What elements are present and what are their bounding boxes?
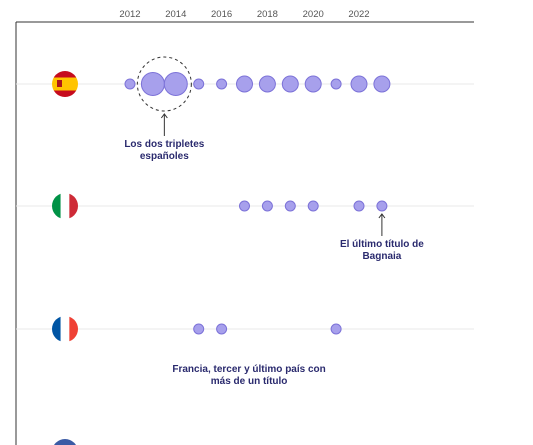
- data-point-spain-2014: [164, 73, 187, 96]
- data-point-spain-2023: [374, 76, 390, 92]
- data-point-spain-2022: [351, 76, 367, 92]
- annotation-text-france: más de un título: [211, 376, 288, 387]
- data-point-spain-2013: [141, 73, 164, 96]
- data-point-italy-2017: [240, 201, 250, 211]
- x-tick-label-2020: 2020: [303, 9, 324, 20]
- data-point-italy-2023: [377, 201, 387, 211]
- data-point-spain-2021: [331, 79, 341, 89]
- data-point-spain-2020: [305, 76, 321, 92]
- x-tick-label-2012: 2012: [119, 9, 140, 20]
- data-point-spain-2012: [125, 79, 135, 89]
- flag-partial-icon: [52, 439, 78, 445]
- data-point-italy-2019: [285, 201, 295, 211]
- data-point-spain-2017: [237, 76, 253, 92]
- data-point-france-2016: [217, 324, 227, 334]
- x-tick-label-2018: 2018: [257, 9, 278, 20]
- annotation-text-italy: El último título de: [340, 239, 424, 250]
- annotation-text-spain: españoles: [140, 151, 189, 162]
- annotation-text-italy: Bagnaia: [362, 251, 401, 262]
- x-tick-label-2022: 2022: [348, 9, 369, 20]
- data-point-spain-2018: [259, 76, 275, 92]
- flag-france-icon: [52, 316, 79, 342]
- data-point-france-2021: [331, 324, 341, 334]
- data-point-france-2015: [194, 324, 204, 334]
- data-point-italy-2020: [308, 201, 318, 211]
- annotation-text-spain: Los dos tripletes: [124, 139, 204, 150]
- data-point-italy-2018: [262, 201, 272, 211]
- x-tick-label-2014: 2014: [165, 9, 186, 20]
- data-point-spain-2016: [217, 79, 227, 89]
- flag-spain-icon: [52, 71, 78, 98]
- x-tick-label-2016: 2016: [211, 9, 232, 20]
- data-point-spain-2019: [282, 76, 298, 92]
- data-point-spain-2015: [194, 79, 204, 89]
- data-point-italy-2022: [354, 201, 364, 211]
- annotation-text-france: Francia, tercer y último país con: [172, 364, 325, 375]
- flag-italy-icon: [52, 193, 79, 219]
